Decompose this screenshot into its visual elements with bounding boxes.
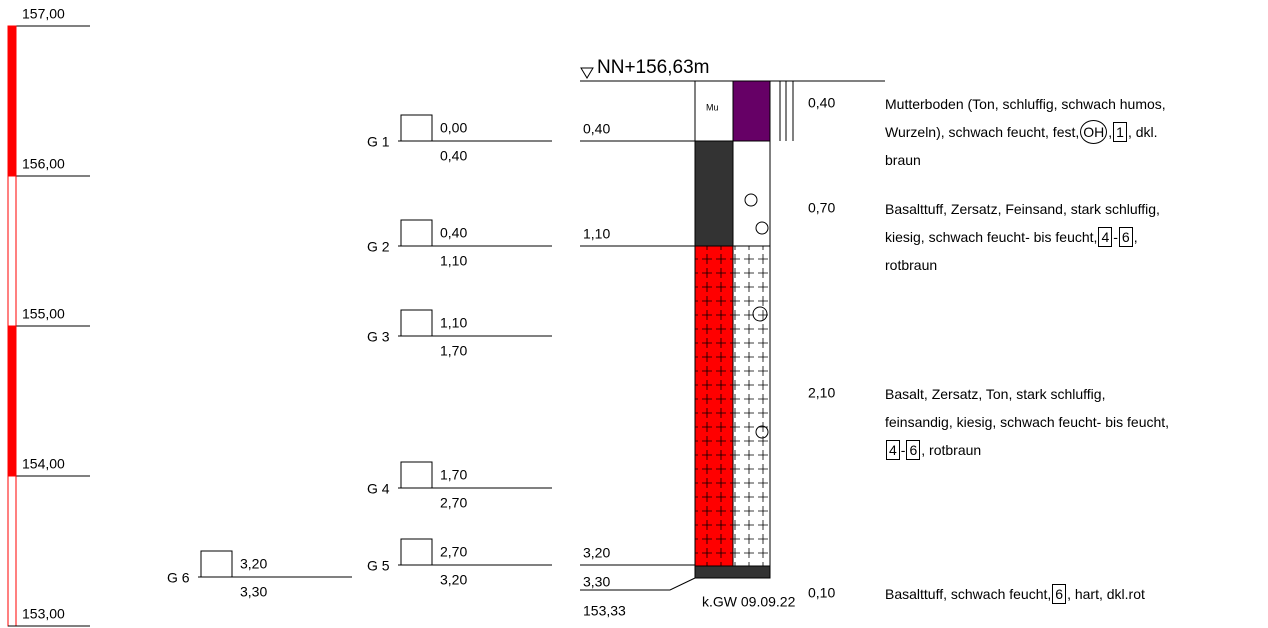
layer-4 [695,566,770,578]
boxed-symbol: 6 [1119,227,1133,247]
description-line: 4-6, rotbraun [885,436,1169,464]
description-text: Basalttuff, schwach feucht, [885,586,1051,602]
surface-label: NN+156,63m [597,57,709,78]
boxed-symbol: 4 [886,440,900,460]
layer-thickness: 0,10 [808,585,835,601]
scale-label: 156,00 [22,156,65,172]
description-text: - [1113,229,1118,245]
boxed-symbol: 6 [1052,584,1066,604]
sample-name: G 1 [367,134,390,150]
description-text: - [901,442,906,458]
sample-top: 2,70 [440,544,467,560]
layer-description: Basalttuff, Zersatz, Feinsand, stark sch… [885,195,1160,279]
description-line: Basalttuff, Zersatz, Feinsand, stark sch… [885,195,1160,223]
sample-box [401,539,432,565]
description-text: kiesig, schwach feucht- bis feucht, [885,229,1097,245]
sample-bottom: 2,70 [440,495,467,511]
depth-label: 3,20 [583,545,610,561]
scale-segment [8,326,16,476]
sample-bottom: 3,20 [440,572,467,588]
sample-bottom: 3,30 [240,584,267,600]
layer-description: Mutterboden (Ton, schluffig, schwach hum… [885,90,1166,174]
scale-segment [8,476,16,626]
description-line: Mutterboden (Ton, schluffig, schwach hum… [885,90,1166,118]
description-text: Mutterboden (Ton, schluffig, schwach hum… [885,96,1166,112]
depth-label: 0,40 [583,121,610,137]
sample-top: 1,70 [440,467,467,483]
sample-name: G 6 [167,570,190,586]
description-line: feinsandig, kiesig, schwach feucht- bis … [885,408,1169,436]
sample-name: G 3 [367,329,390,345]
description-text: , dkl. [1128,124,1158,140]
layer-thickness: 0,70 [808,200,835,216]
description-text: Basalt, Zersatz, Ton, stark schluffig, [885,386,1105,402]
scale-label: 157,00 [22,6,65,22]
boxed-symbol: 1 [1113,122,1127,142]
sample-box [401,115,432,141]
scale-segment [8,176,16,326]
sample-box [201,551,232,577]
scale-label: 154,00 [22,456,65,472]
description-text: , [1134,229,1138,245]
scale-label: 153,00 [22,606,65,622]
description-text: feinsandig, kiesig, schwach feucht- bis … [885,414,1169,430]
groundwater: k.GW 09.09.22 [702,594,796,610]
sample-top: 1,10 [440,315,467,331]
description-text: braun [885,152,921,168]
description-line: Basalttuff, schwach feucht,6, hart, dkl.… [885,580,1145,608]
scale-label: 155,00 [22,306,65,322]
description-text: , [1108,124,1112,140]
sample-top: 0,00 [440,120,467,136]
layer-description: Basalt, Zersatz, Ton, stark schluffig, fe… [885,380,1169,464]
sample-top: 0,40 [440,225,467,241]
surface-marker [581,68,593,78]
layer-1-right [733,81,770,141]
description-line: braun [885,146,1166,174]
layer-2-left [695,141,733,246]
boxed-symbol: 4 [1098,227,1112,247]
layer-3-pattern [695,246,733,566]
circled-symbol: OH [1080,120,1107,144]
layer-thickness: 0,40 [808,95,835,111]
depth-label: 3,30 [583,574,610,590]
layer-2-right [733,141,770,246]
sample-bottom: 0,40 [440,148,467,164]
layer-3-right [733,246,770,566]
sample-bottom: 1,70 [440,343,467,359]
layer-thickness: 2,10 [808,385,835,401]
sample-name: G 2 [367,239,390,255]
description-line: Basalt, Zersatz, Ton, stark schluffig, [885,380,1169,408]
depth-label: 1,10 [583,226,610,242]
sample-name: G 5 [367,558,390,574]
sample-name: G 4 [367,481,390,497]
sample-bottom: 1,10 [440,253,467,269]
sample-top: 3,20 [240,556,267,572]
description-text: , rotbraun [921,442,981,458]
boxed-symbol: 6 [906,440,920,460]
end-elevation: 153,33 [583,603,626,619]
description-line: kiesig, schwach feucht- bis feucht,4-6, [885,223,1160,251]
description-text: Basalttuff, Zersatz, Feinsand, stark sch… [885,201,1160,217]
description-text: , hart, dkl.rot [1067,586,1145,602]
description-text: rotbraun [885,257,937,273]
sample-box [401,462,432,488]
page: NN+156,63m Mu 153,33 k.GW 09.09.22 157,0… [0,0,1268,628]
description-text: Wurzeln), schwach feucht, fest, [885,124,1079,140]
scale-segment [8,26,16,176]
sample-box [401,310,432,336]
column-label: Mu [706,102,719,112]
description-line: Wurzeln), schwach feucht, fest,OH,1, dkl… [885,118,1166,146]
sample-box [401,220,432,246]
layer-description: Basalttuff, schwach feucht,6, hart, dkl.… [885,580,1145,608]
description-line: rotbraun [885,251,1160,279]
